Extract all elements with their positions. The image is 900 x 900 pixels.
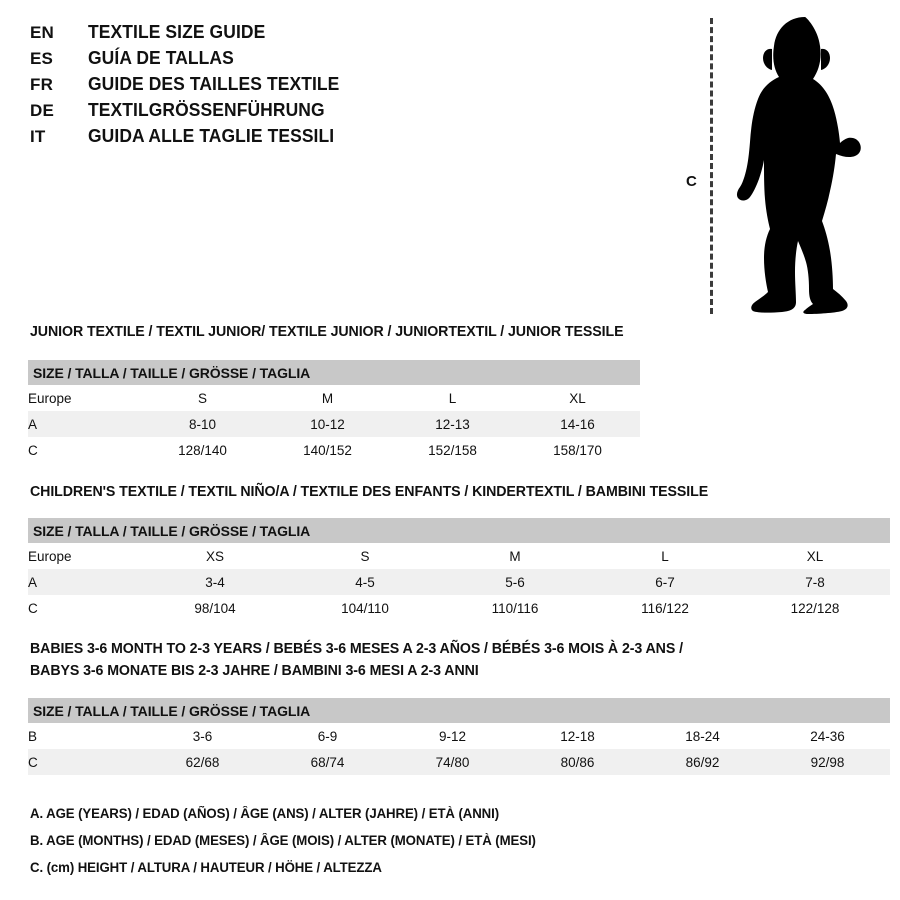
table-cell: 158/170 [515,437,641,463]
table-cell: 4-5 [290,569,440,595]
table-cell: XL [515,385,641,411]
size-header-label: SIZE / TALLA / TAILLE / GRÖSSE / TAGLIA [28,698,891,723]
table-cell: M [440,543,590,569]
height-dashed-line [710,18,713,314]
language-code: EN [30,23,55,42]
language-title: TEXTILE SIZE GUIDE [88,22,266,42]
table-cell: M [265,385,390,411]
language-code: FR [30,75,54,94]
table-cell: XL [740,543,891,569]
table-cell: XS [140,543,290,569]
table-row: C 128/140 140/152 152/158 158/170 [28,437,641,463]
table-row: Europe XS S M L XL [28,543,891,569]
language-title: GUÍA DE TALLAS [88,48,234,68]
size-header-label: SIZE / TALLA / TAILLE / GRÖSSE / TAGLIA [28,360,641,385]
language-title: GUIDA ALLE TAGLIE TESSILI [88,126,335,146]
size-header-label: SIZE / TALLA / TAILLE / GRÖSSE / TAGLIA [28,518,891,543]
table-cell: 128/140 [140,437,265,463]
row-label: C [28,595,140,621]
table-header-row: SIZE / TALLA / TAILLE / GRÖSSE / TAGLIA [28,360,641,385]
table-cell: 74/80 [390,749,515,775]
table-cell: 140/152 [265,437,390,463]
table-cell: 86/92 [640,749,765,775]
height-measurement-figure: C [668,10,893,320]
row-label: C [28,749,140,775]
language-code: ES [30,49,54,68]
babies-section-title: BABIES 3-6 MONTH TO 2-3 YEARS / BEBÉS 3-… [30,638,873,682]
row-label: Europe [28,385,140,411]
legend-block: A. AGE (YEARS) / EDAD (AÑOS) / ÂGE (ANS)… [30,800,670,881]
table-row: B 3-6 6-9 9-12 12-18 18-24 24-36 [28,723,891,749]
table-header-row: SIZE / TALLA / TAILLE / GRÖSSE / TAGLIA [28,518,891,543]
table-cell: 6-7 [590,569,740,595]
language-row: DE TEXTILGRÖSSENFÜHRUNG [30,100,650,126]
table-cell: 18-24 [640,723,765,749]
table-cell: 80/86 [515,749,640,775]
language-title: GUIDE DES TAILLES TEXTILE [88,74,340,94]
legend-line-c: C. (cm) HEIGHT / ALTURA / HAUTEUR / HÖHE… [30,860,382,875]
junior-size-table: SIZE / TALLA / TAILLE / GRÖSSE / TAGLIA … [28,360,641,463]
table-cell: 8-10 [140,411,265,437]
language-row: IT GUIDA ALLE TAGLIE TESSILI [30,126,650,152]
table-cell: L [590,543,740,569]
table-cell: 14-16 [515,411,641,437]
babies-size-table: SIZE / TALLA / TAILLE / GRÖSSE / TAGLIA … [28,698,891,775]
language-row: FR GUIDE DES TAILLES TEXTILE [30,74,650,100]
table-cell: 10-12 [265,411,390,437]
table-cell: 24-36 [765,723,891,749]
table-row: C 98/104 104/110 110/116 116/122 122/128 [28,595,891,621]
row-label: B [28,723,140,749]
language-code: IT [30,127,46,146]
babies-title-line-1: BABIES 3-6 MONTH TO 2-3 YEARS / BEBÉS 3-… [30,641,683,657]
legend-line-b: B. AGE (MONTHS) / EDAD (MESES) / ÂGE (MO… [30,833,536,848]
row-label: C [28,437,140,463]
row-label: Europe [28,543,140,569]
table-cell: 5-6 [440,569,590,595]
table-row: A 3-4 4-5 5-6 6-7 7-8 [28,569,891,595]
row-label: A [28,411,140,437]
row-label: A [28,569,140,595]
table-cell: 12-18 [515,723,640,749]
table-row: C 62/68 68/74 74/80 80/86 86/92 92/98 [28,749,891,775]
language-code: DE [30,101,55,120]
table-row: Europe S M L XL [28,385,641,411]
legend-line-a: A. AGE (YEARS) / EDAD (AÑOS) / ÂGE (ANS)… [30,806,500,821]
height-marker-label: C [686,173,697,190]
table-cell: 104/110 [290,595,440,621]
toddler-silhouette-icon [736,17,861,314]
table-cell: 110/116 [440,595,590,621]
language-row: ES GUÍA DE TALLAS [30,48,650,74]
table-cell: 98/104 [140,595,290,621]
table-cell: S [140,385,265,411]
language-row: EN TEXTILE SIZE GUIDE [30,22,650,48]
babies-title-line-2: BABYS 3-6 MONATE BIS 2-3 JAHRE / BAMBINI… [30,663,479,679]
table-cell: 3-6 [140,723,265,749]
table-cell: L [390,385,515,411]
children-section-title: CHILDREN'S TEXTILE / TEXTIL NIÑO/A / TEX… [30,484,709,500]
table-cell: 9-12 [390,723,515,749]
junior-section-title: JUNIOR TEXTILE / TEXTIL JUNIOR/ TEXTILE … [30,324,624,340]
table-cell: 122/128 [740,595,891,621]
table-row: A 8-10 10-12 12-13 14-16 [28,411,641,437]
table-cell: 3-4 [140,569,290,595]
table-cell: 6-9 [265,723,390,749]
language-title-block: EN TEXTILE SIZE GUIDE ES GUÍA DE TALLAS … [30,22,650,152]
language-title: TEXTILGRÖSSENFÜHRUNG [88,100,325,120]
table-cell: 12-13 [390,411,515,437]
table-cell: 7-8 [740,569,891,595]
table-cell: 116/122 [590,595,740,621]
table-cell: 68/74 [265,749,390,775]
children-size-table: SIZE / TALLA / TAILLE / GRÖSSE / TAGLIA … [28,518,891,621]
table-cell: S [290,543,440,569]
table-header-row: SIZE / TALLA / TAILLE / GRÖSSE / TAGLIA [28,698,891,723]
table-cell: 62/68 [140,749,265,775]
table-cell: 92/98 [765,749,891,775]
table-cell: 152/158 [390,437,515,463]
